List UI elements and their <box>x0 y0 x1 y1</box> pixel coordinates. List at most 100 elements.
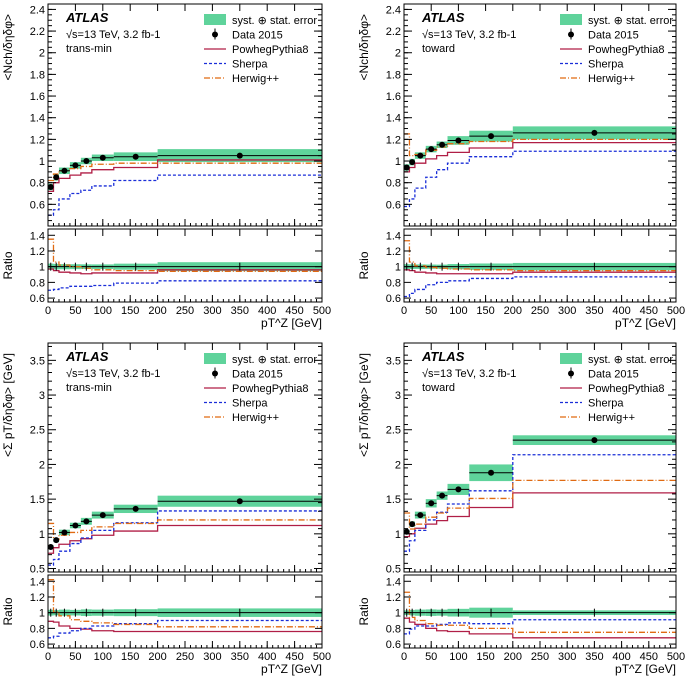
data-point <box>236 152 243 159</box>
ratio-sherpa-line <box>48 280 322 291</box>
data-point <box>455 137 462 144</box>
x-tick-label: 450 <box>640 651 658 663</box>
data-point <box>48 544 54 551</box>
x-tick-label: 50 <box>425 651 437 663</box>
y-tick-label: 2.2 <box>386 26 401 38</box>
data-point <box>439 141 446 148</box>
atlas-label: ATLAS <box>421 349 465 364</box>
ratio-y-tick-label: 0.6 <box>30 293 45 305</box>
ratio-y-axis-label: Ratio <box>1 597 15 625</box>
herwig-line <box>404 133 676 157</box>
ratio-herwig-line <box>48 579 322 628</box>
main-plot-area <box>48 495 322 566</box>
data-point <box>488 133 495 140</box>
x-tick-label: 200 <box>504 305 522 317</box>
x-tick-label: 300 <box>558 305 576 317</box>
y-tick-label: 1.6 <box>30 91 45 103</box>
legend-sherpa-label: Sherpa <box>588 59 624 71</box>
y-tick-label: 2.2 <box>30 26 45 38</box>
x-tick-label: 250 <box>531 651 549 663</box>
x-tick-label: 100 <box>94 651 112 663</box>
legend-data-label: Data 2015 <box>588 30 639 42</box>
legend-herwig-label: Herwig++ <box>588 73 635 85</box>
ratio-herwig-line <box>404 240 676 272</box>
legend-powheg-label: PowhegPythia8 <box>232 383 308 395</box>
x-axis-label: pT^Z [GeV] <box>261 662 322 676</box>
y-tick-label: 3 <box>395 390 401 402</box>
x-tick-label: 450 <box>285 305 303 317</box>
sherpa-line <box>404 454 676 552</box>
y-tick-label: 2.4 <box>386 4 401 16</box>
x-tick-label: 0 <box>401 305 407 317</box>
y-tick-label: 2 <box>395 459 401 471</box>
sherpa-line <box>48 174 322 216</box>
y-axis-label: <Σ pT/δηδφ> [GeV] <box>357 353 371 457</box>
y-tick-label: 3 <box>39 390 45 402</box>
y-tick-label: 1.2 <box>386 134 401 146</box>
y-tick-label: 1 <box>39 156 45 168</box>
region-label: trans-min <box>66 43 112 55</box>
energy-label: √s=13 TeV, 3.2 fb-1 <box>422 368 516 380</box>
ratio-y-tick-label: 1.2 <box>386 592 401 604</box>
atlas-label: ATLAS <box>65 10 109 25</box>
ratio-y-tick-label: 0.6 <box>30 639 45 651</box>
data-point <box>132 153 139 160</box>
data-point <box>48 184 54 191</box>
data-point <box>132 505 139 512</box>
chart-panel-3: 0.5 1 1.5 2 2.5 3 3.5 <Σ pT/δηδφ> [GeV] ATLAS √s=… <box>1 342 331 676</box>
legend-band-swatch <box>560 353 582 364</box>
x-tick-label: 250 <box>176 305 194 317</box>
x-tick-label: 200 <box>148 305 166 317</box>
legend-data-label: Data 2015 <box>232 30 283 42</box>
x-tick-label: 100 <box>449 651 467 663</box>
legend-band-swatch <box>204 353 226 364</box>
data-point <box>61 167 68 174</box>
y-tick-label: 1 <box>395 156 401 168</box>
y-tick-label: 0.5 <box>386 564 401 576</box>
y-tick-label: 1.4 <box>30 113 45 125</box>
data-point <box>53 537 60 544</box>
powheg-line <box>48 524 322 554</box>
data-point <box>428 500 435 507</box>
main-plot-area <box>48 149 322 216</box>
ratio-y-tick-label: 1 <box>39 608 45 620</box>
powheg-line <box>404 141 676 173</box>
x-tick-label: 300 <box>203 651 221 663</box>
x-tick-label: 150 <box>476 305 494 317</box>
y-tick-label: 1.5 <box>386 494 401 506</box>
y-tick-label: 1.8 <box>386 69 401 81</box>
ratio-sherpa-line <box>404 619 676 635</box>
legend-band-label: syst. ⊕ stat. error <box>232 15 317 27</box>
sherpa-line <box>48 510 322 566</box>
x-tick-label: 100 <box>449 305 467 317</box>
ratio-herwig-line <box>48 238 322 273</box>
x-tick-label: 350 <box>585 651 603 663</box>
x-axis-label: pT^Z [GeV] <box>615 662 676 676</box>
ratio-sherpa-line <box>48 619 322 639</box>
chart-panel-1: 0.6 0.8 1 1.2 1.4 1.6 1.8 2 2.2 2.4 <Nch/δηδφ> ATLA… <box>1 3 331 330</box>
data-point <box>409 521 416 528</box>
data-point <box>409 159 416 166</box>
data-point <box>53 174 60 181</box>
data-point <box>591 129 598 136</box>
x-tick-label: 300 <box>203 305 221 317</box>
y-tick-label: 1.8 <box>30 69 45 81</box>
y-tick-label: 2.5 <box>30 425 45 437</box>
ratio-y-tick-label: 1.4 <box>386 230 401 242</box>
legend-data-swatch <box>212 370 218 377</box>
ratio-y-tick-label: 0.8 <box>386 623 401 635</box>
x-tick-label: 450 <box>285 651 303 663</box>
x-tick-label: 50 <box>69 305 81 317</box>
legend-herwig-label: Herwig++ <box>232 412 279 424</box>
legend-herwig-label: Herwig++ <box>588 412 635 424</box>
ratio-y-tick-label: 1.2 <box>30 592 45 604</box>
x-tick-label: 300 <box>558 651 576 663</box>
legend-herwig-label: Herwig++ <box>232 73 279 85</box>
x-tick-label: 250 <box>531 305 549 317</box>
y-tick-label: 3.5 <box>386 355 401 367</box>
y-tick-label: 3.5 <box>30 355 45 367</box>
ratio-y-tick-label: 0.6 <box>386 639 401 651</box>
x-tick-label: 200 <box>148 651 166 663</box>
y-axis-label: <Nch/δηδφ> <box>1 14 15 81</box>
data-point <box>83 518 90 525</box>
